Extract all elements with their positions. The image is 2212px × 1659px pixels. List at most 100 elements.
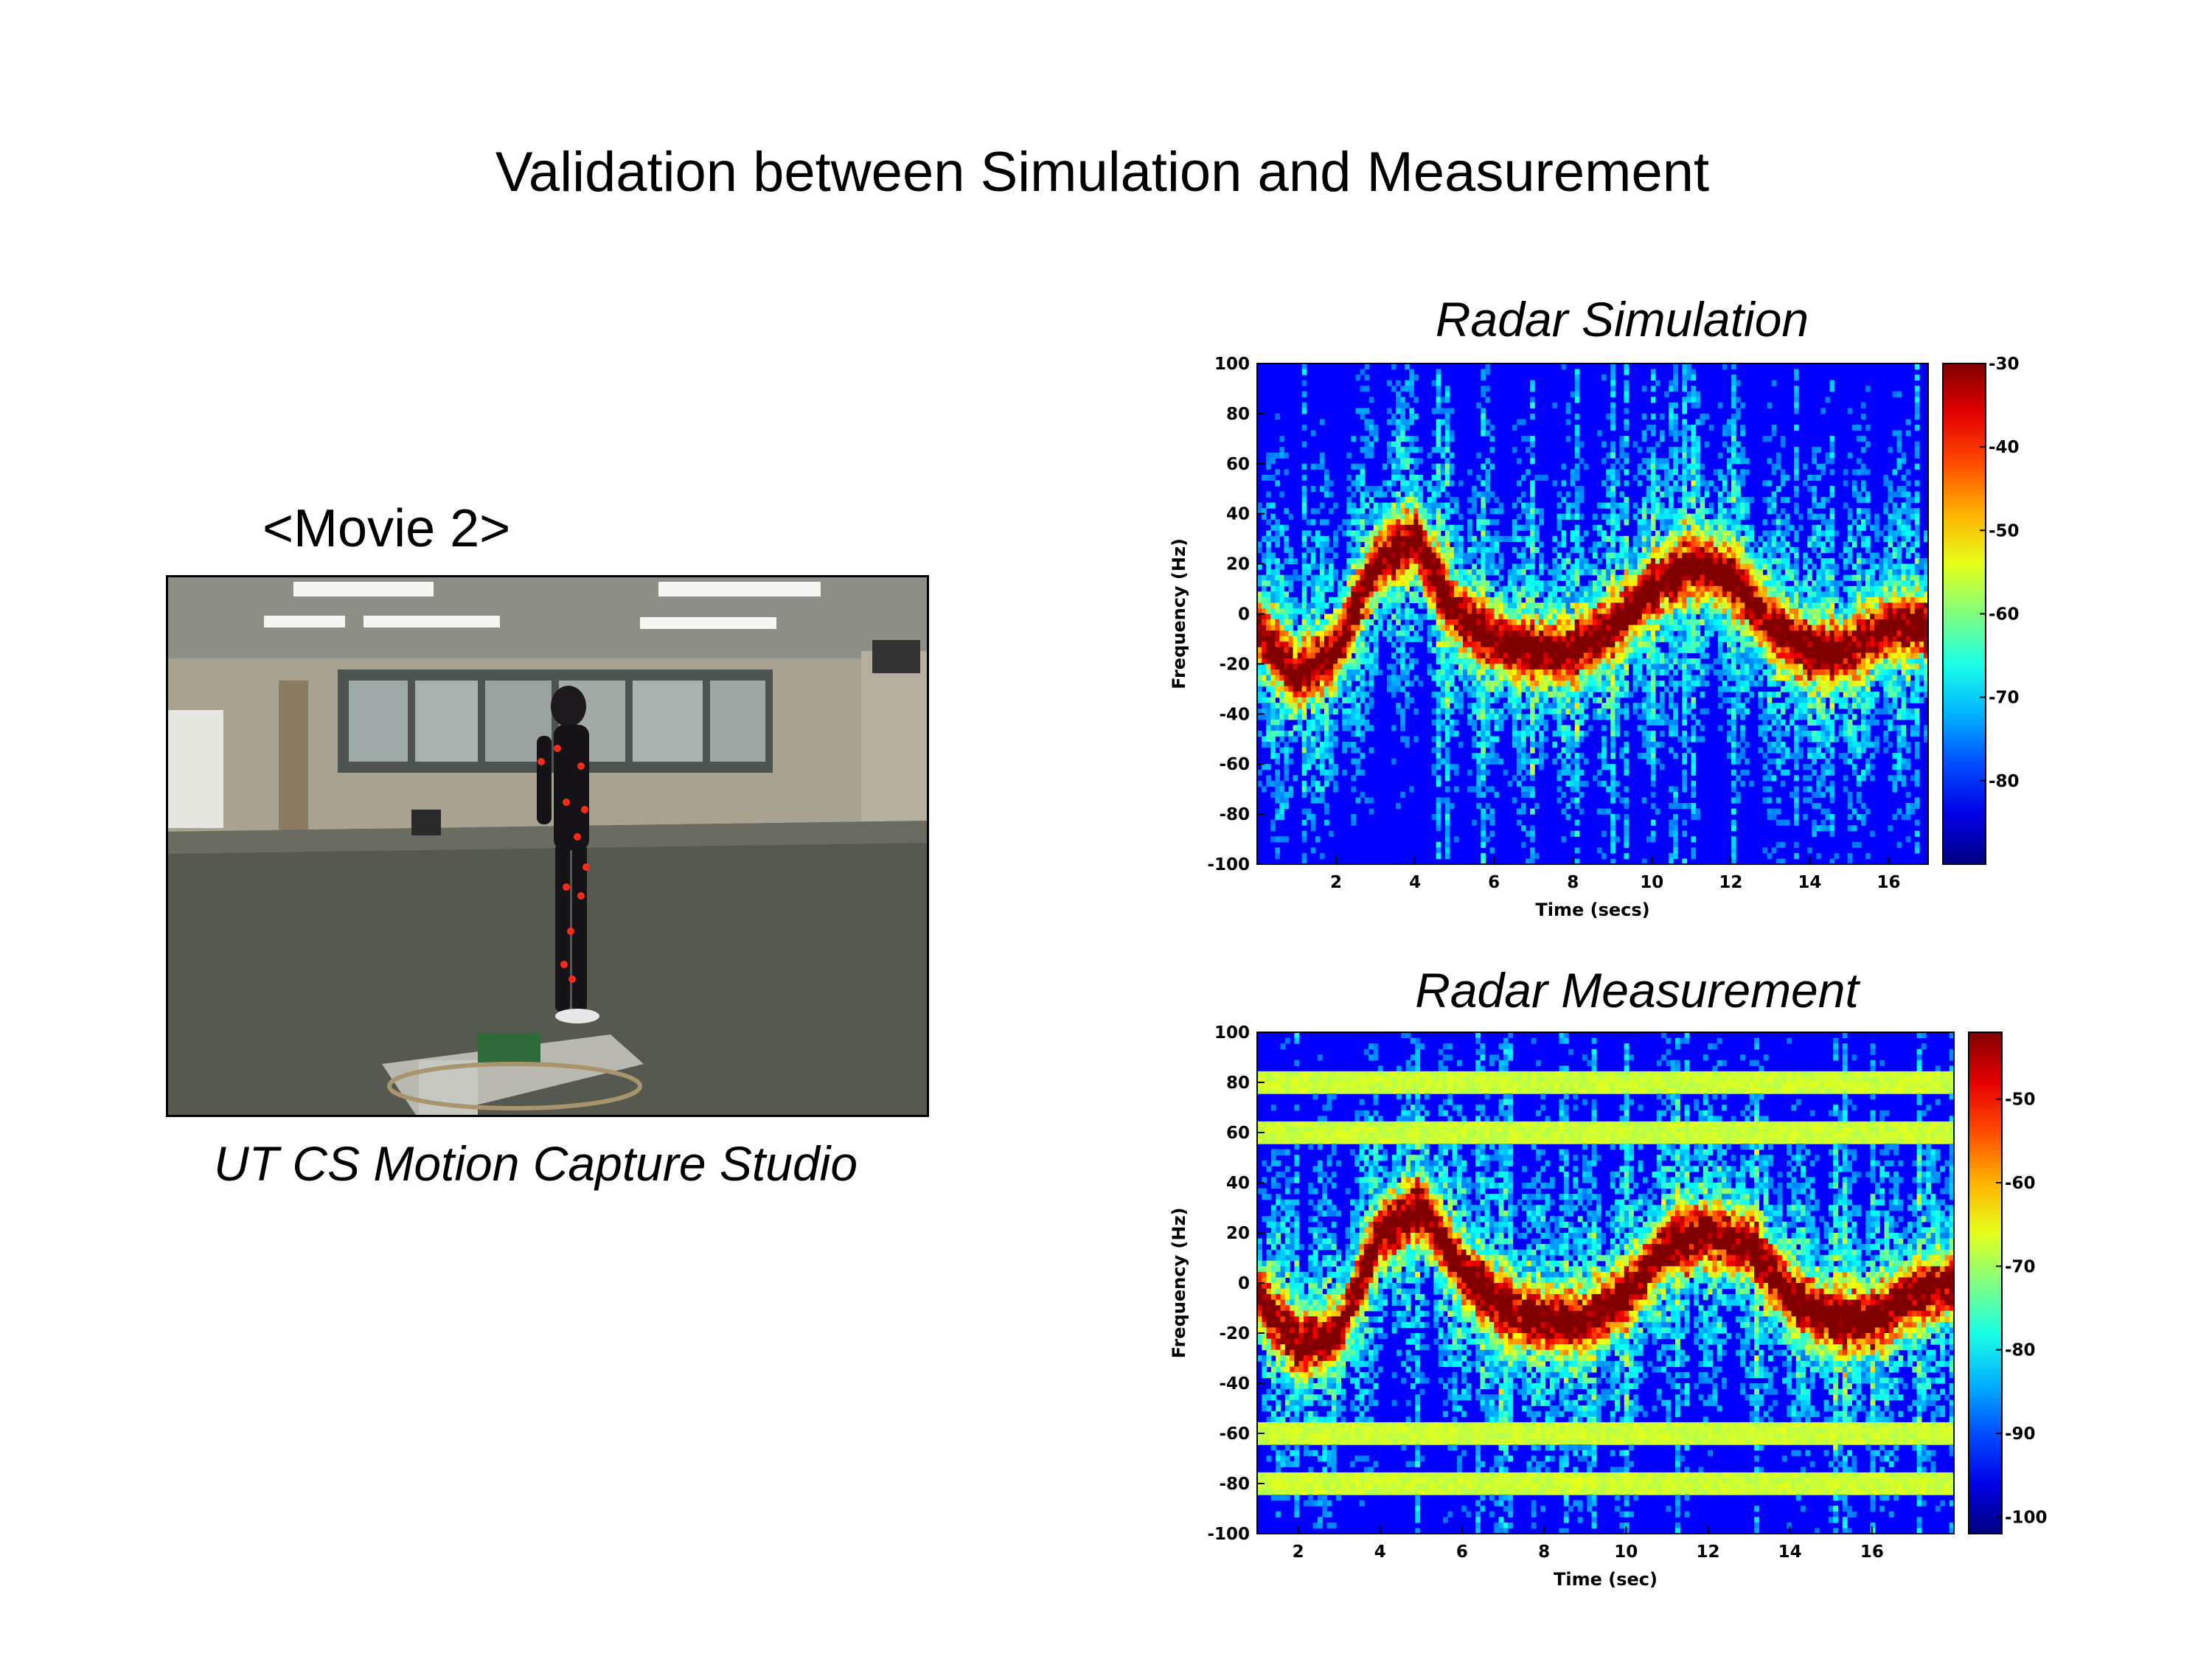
motion-capture-photo[interactable] xyxy=(166,575,929,1117)
heatmap-cell xyxy=(1368,552,1374,559)
heatmap-cell xyxy=(1422,508,1428,515)
heatmap-cell xyxy=(1691,402,1697,408)
heatmap-cell xyxy=(1646,692,1652,698)
heatmap-cell xyxy=(1646,747,1652,754)
heatmap-cell xyxy=(1346,519,1352,526)
heatmap-cell xyxy=(1400,530,1405,537)
heatmap-cell xyxy=(1467,786,1472,793)
heatmap-cell xyxy=(1324,775,1329,782)
heatmap-cell xyxy=(1485,397,1491,403)
heatmap-cell xyxy=(1413,552,1419,559)
heatmap-cell xyxy=(1593,630,1598,637)
heatmap-cell xyxy=(1333,736,1338,742)
heatmap-cell xyxy=(1745,708,1750,714)
heatmap-cell xyxy=(1481,708,1486,714)
heatmap-cell xyxy=(1619,602,1625,609)
heatmap-cell xyxy=(1615,791,1620,799)
heatmap-cell xyxy=(1324,541,1329,548)
heatmap-cell xyxy=(1333,664,1338,670)
heatmap-cell xyxy=(1440,485,1446,493)
heatmap-cell xyxy=(1624,636,1630,642)
heatmap-cell xyxy=(1753,647,1759,653)
heatmap-cell xyxy=(1610,786,1615,793)
heatmap-cell xyxy=(1377,508,1383,515)
heatmap-cell xyxy=(1731,419,1736,425)
heatmap-cell xyxy=(1543,636,1548,642)
heatmap-cell xyxy=(1453,697,1459,703)
heatmap-cell xyxy=(1664,391,1669,397)
heatmap-cell xyxy=(1444,502,1450,509)
heatmap-cell xyxy=(1444,636,1450,642)
heatmap-cell xyxy=(1489,669,1495,676)
heatmap-cell xyxy=(1664,714,1669,720)
heatmap-cell xyxy=(1485,386,1491,392)
heatmap-cell xyxy=(1574,786,1580,793)
heatmap-cell xyxy=(1342,641,1347,648)
heatmap-cell xyxy=(1597,502,1602,509)
heatmap-cell xyxy=(1351,758,1357,765)
heatmap-cell xyxy=(1520,636,1526,642)
heatmap-cell xyxy=(1610,769,1615,776)
heatmap-cell xyxy=(1338,675,1343,681)
heatmap-cell xyxy=(1597,681,1602,687)
heatmap-cell xyxy=(1753,664,1759,670)
heatmap-cell xyxy=(1360,413,1366,420)
heatmap-cell xyxy=(1284,541,1290,548)
heatmap-cell xyxy=(1700,563,1705,570)
heatmap-cell xyxy=(1400,519,1405,526)
heatmap-cell xyxy=(1565,725,1571,731)
heatmap-cell xyxy=(1740,669,1745,676)
heatmap-cell xyxy=(1284,469,1290,476)
heatmap-cell xyxy=(1736,474,1741,481)
heatmap-cell xyxy=(1561,641,1567,648)
heatmap-cell xyxy=(1386,608,1392,615)
heatmap-cell xyxy=(1472,725,1477,731)
heatmap-cell xyxy=(1284,681,1290,687)
heatmap-cell xyxy=(1526,769,1531,776)
heatmap-cell xyxy=(1485,563,1491,570)
heatmap-cell xyxy=(1727,530,1732,537)
heatmap-cell xyxy=(1727,535,1732,543)
heatmap-cell xyxy=(1543,753,1548,759)
heatmap-cell xyxy=(1444,703,1450,709)
heatmap-cell xyxy=(1606,647,1611,653)
heatmap-cell xyxy=(1624,613,1630,620)
heatmap-cell xyxy=(1740,602,1745,609)
heatmap-cell xyxy=(1673,380,1678,386)
heatmap-cell xyxy=(1606,658,1611,664)
heatmap-cell xyxy=(1270,692,1276,698)
heatmap-cell xyxy=(1270,597,1276,604)
heatmap-cell xyxy=(1257,780,1262,787)
heatmap-cell xyxy=(1368,697,1374,703)
heatmap-cell xyxy=(1646,630,1652,637)
heatmap-cell xyxy=(1297,641,1303,648)
heatmap-cell xyxy=(1669,558,1674,565)
heatmap-cell xyxy=(1444,608,1450,615)
heatmap-cell xyxy=(1512,524,1517,531)
heatmap-cell xyxy=(1364,574,1370,581)
heatmap-cell xyxy=(1673,647,1678,653)
heatmap-cell xyxy=(1606,697,1611,703)
heatmap-cell xyxy=(1288,736,1294,742)
heatmap-cell xyxy=(1597,602,1602,609)
heatmap-cell xyxy=(1695,630,1701,637)
heatmap-cell xyxy=(1494,602,1500,609)
heatmap-cell xyxy=(1731,747,1736,754)
heatmap-cell xyxy=(1400,474,1405,481)
heatmap-cell xyxy=(1481,769,1486,776)
heatmap-cell xyxy=(1740,591,1745,598)
heatmap-cell xyxy=(1717,502,1723,509)
heatmap-cell xyxy=(1476,708,1481,714)
heatmap-cell xyxy=(1382,558,1388,565)
heatmap-cell xyxy=(1691,681,1697,687)
heatmap-cell xyxy=(1557,708,1562,714)
heatmap-cell xyxy=(1565,574,1571,581)
heatmap-cell xyxy=(1691,808,1697,815)
heatmap-cell xyxy=(1593,619,1598,626)
heatmap-cell xyxy=(1507,619,1513,626)
heatmap-cell xyxy=(1481,730,1486,737)
heatmap-cell xyxy=(1516,730,1522,737)
heatmap-cell xyxy=(1418,563,1424,570)
heatmap-cell xyxy=(1669,424,1674,431)
heatmap-cell xyxy=(1722,558,1728,565)
